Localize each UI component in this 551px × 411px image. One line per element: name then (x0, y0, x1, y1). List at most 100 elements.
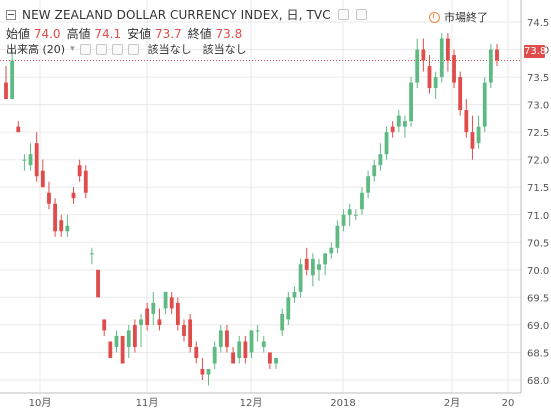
candle-body (261, 341, 266, 347)
candle-body (403, 121, 407, 127)
candle-body (16, 126, 21, 133)
market-status[interactable]: 市場終了 (429, 9, 488, 25)
candle-body (231, 352, 235, 364)
candle-body (482, 82, 487, 127)
candle-body (255, 330, 260, 332)
candle-body (237, 341, 242, 358)
ohlc-close: 終値 73.8 (187, 27, 243, 41)
candle-body (175, 302, 180, 325)
candle-body (274, 357, 278, 364)
candle-body (71, 192, 76, 199)
candle-body (317, 264, 321, 270)
chart-title-bar: NEW ZEALAND DOLLAR CURRENCY INDEX, 日, TV… (6, 6, 367, 23)
candle-body (10, 60, 15, 100)
candle-body (108, 341, 113, 358)
y-tick-label: 71.0 (527, 211, 549, 222)
candle-body (90, 253, 94, 255)
candle-body (335, 225, 340, 248)
candle-body (4, 82, 8, 100)
candle-body (292, 291, 297, 298)
y-tick-label: 73.5 (527, 73, 549, 84)
candle-body (470, 132, 475, 149)
candle-body (488, 49, 493, 83)
candle-body (452, 55, 456, 83)
candle-body (194, 346, 199, 358)
candle-body (206, 368, 211, 375)
candle-body (157, 319, 162, 325)
collapse-icon[interactable] (6, 9, 16, 20)
volume-more-icon[interactable] (111, 43, 123, 55)
candle-body (145, 308, 150, 325)
candle-body (464, 110, 469, 133)
candle-body (249, 330, 254, 353)
y-tick-label: 70.5 (527, 238, 549, 249)
candle-body (114, 335, 119, 347)
candle-body (280, 313, 285, 331)
candle-body (243, 341, 248, 358)
volume-remove-icon[interactable] (127, 43, 139, 55)
candle-body (378, 154, 383, 166)
chevron-down-icon[interactable]: ▾ (70, 44, 75, 54)
candle-body (40, 170, 45, 188)
ohlc-high: 高値 74.1 (66, 27, 122, 41)
candle-body (329, 247, 334, 254)
last-price-tag: 73.8 (524, 45, 547, 58)
candle-body (126, 330, 131, 347)
candle-body (458, 77, 463, 111)
candle-body (34, 143, 39, 177)
candle-body (286, 297, 291, 320)
candle-body (495, 49, 499, 61)
candle-body (225, 330, 229, 347)
market-status-label: 市場終了 (444, 11, 488, 24)
candle-body (439, 38, 444, 78)
candle-body (151, 302, 156, 314)
candle-body (53, 203, 58, 232)
ohlc-low: 安値 73.7 (127, 27, 182, 41)
candle-body (409, 82, 413, 122)
candle-body (22, 159, 27, 161)
x-tick-label: 2018 (330, 398, 355, 409)
candle-body (163, 291, 168, 309)
candle-body (433, 77, 438, 89)
volume-label[interactable]: 出来高 (20) (6, 43, 66, 56)
y-tick-label: 69.0 (527, 321, 549, 332)
candle-body (323, 253, 328, 265)
volume-hide-icon[interactable] (95, 43, 107, 55)
candle-body (102, 319, 107, 331)
candle-body (47, 192, 51, 204)
candle-body (372, 165, 377, 177)
y-tick-label: 72.5 (527, 128, 549, 139)
candle-body (396, 115, 401, 127)
candle-body (83, 170, 88, 193)
candle-body (445, 38, 450, 61)
y-tick-label: 72.0 (527, 156, 549, 167)
candle-body (353, 214, 358, 216)
x-tick-label: 10月 (29, 397, 52, 409)
candle-body (415, 49, 420, 83)
volume-settings-icon[interactable] (79, 43, 91, 55)
candle-body (427, 66, 432, 89)
y-tick-label: 71.5 (527, 183, 549, 194)
volume-value-1: 該当なし (147, 43, 192, 56)
ohlc-legend: 始値 74.0 高値 74.1 安値 73.7 終値 73.8 (6, 25, 242, 42)
y-tick-label: 73.0 (527, 101, 549, 112)
x-tick-label: 2月 (444, 397, 460, 409)
candle-body (200, 368, 205, 375)
candle-body (96, 269, 100, 298)
y-tick-label: 68.0 (527, 376, 549, 387)
clock-icon (429, 11, 440, 23)
volume-legend: 出来高 (20) ▾ 該当なし 該当なし (6, 41, 247, 57)
y-tick-label: 68.5 (527, 348, 549, 359)
hide-icon[interactable] (355, 9, 367, 20)
candle-body (347, 209, 352, 215)
candle-body (304, 258, 309, 270)
candle-body (268, 352, 272, 364)
volume-value-2: 該当なし (202, 43, 247, 56)
settings-icon[interactable] (337, 9, 349, 20)
candle-body (384, 132, 389, 155)
candle-body (139, 319, 143, 325)
y-tick-label: 69.5 (527, 293, 549, 304)
symbol-title[interactable]: NEW ZEALAND DOLLAR CURRENCY INDEX, 日, TV… (22, 8, 331, 22)
